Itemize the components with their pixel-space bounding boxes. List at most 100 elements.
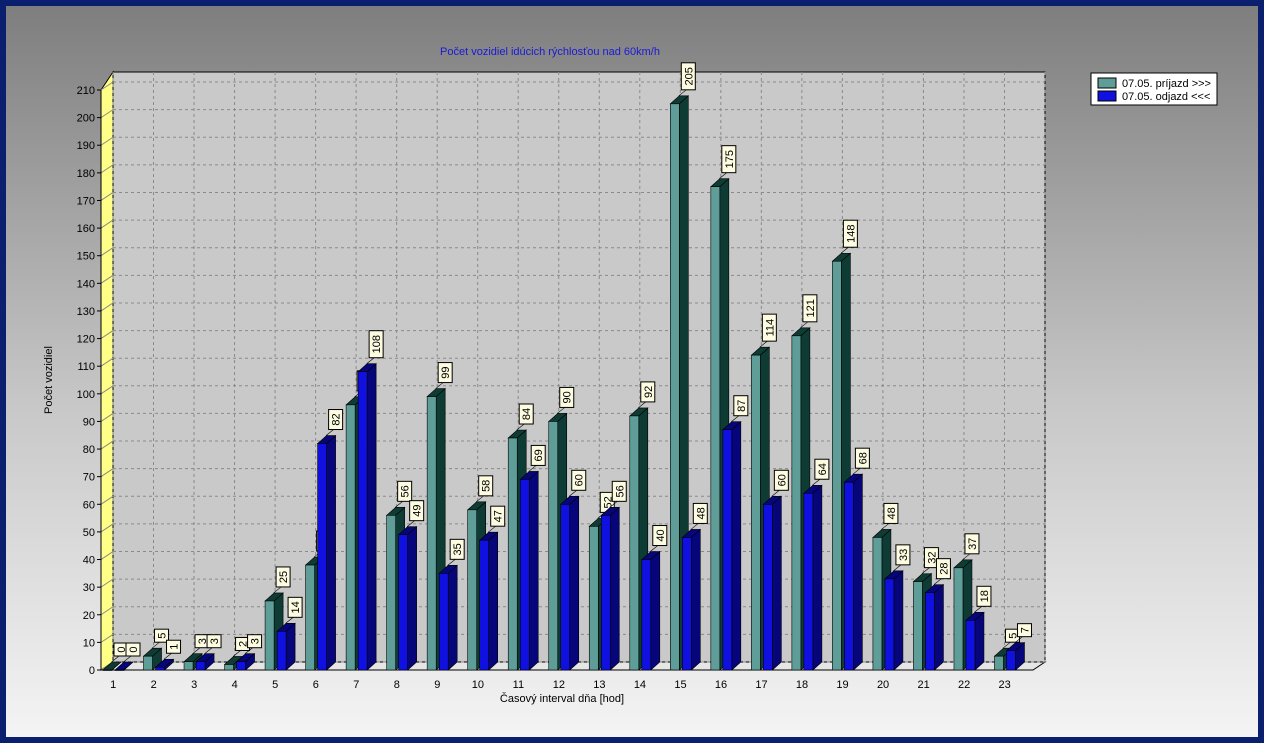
data-label-box [518, 403, 534, 425]
x-tick-label: 20 [877, 679, 889, 691]
x-tick-label: 21 [917, 679, 929, 691]
bar-side [366, 363, 377, 671]
data-label: 148 [845, 225, 857, 243]
data-label-leader [447, 559, 456, 566]
data-label: 87 [736, 400, 748, 412]
data-label: 114 [764, 319, 776, 337]
data-label-box [206, 634, 222, 649]
data-label-box [125, 642, 141, 657]
data-label-leader [771, 490, 780, 497]
bar-front [670, 103, 680, 671]
bar-odjazd-23: 7 [1005, 623, 1032, 671]
data-label-leader [609, 501, 618, 508]
y-tick-label: 190 [77, 140, 95, 152]
bar-front [507, 437, 518, 671]
y-axis-label: Počet vozidiel [43, 346, 55, 414]
y-tick-label: 160 [77, 223, 95, 235]
x-axis-label: Časový interval dňa [hod] [500, 692, 624, 705]
gridline-side [100, 551, 114, 560]
data-label-leader [151, 641, 160, 649]
data-label-box [611, 480, 627, 502]
data-label: 121 [805, 299, 817, 317]
data-label-leader [974, 606, 983, 613]
bar-front [317, 443, 327, 671]
data-label: 3 [197, 638, 209, 644]
gridline-side [100, 109, 114, 119]
bar-odjazd-9: 35 [438, 538, 465, 671]
data-label-box [287, 596, 303, 618]
gridline-side [100, 495, 114, 505]
data-label-box [478, 475, 494, 497]
bar-side [893, 570, 904, 671]
y-tick-label: 40 [83, 555, 95, 567]
bar-odjazd-11: 69 [519, 444, 546, 671]
bar-front [357, 371, 368, 671]
bar-front [345, 404, 356, 671]
data-label-leader [638, 401, 646, 409]
gridline-side [100, 330, 114, 339]
data-label-leader [123, 655, 132, 663]
data-label-leader [273, 586, 282, 594]
bar-side [528, 470, 539, 671]
y-tick-label: 100 [77, 389, 95, 401]
data-label-leader [759, 340, 768, 348]
x-tick-label: 16 [715, 679, 727, 691]
bar-front [629, 415, 640, 671]
data-label-leader [962, 553, 971, 561]
y-tick-label: 120 [77, 334, 95, 346]
bar-front [965, 619, 976, 671]
y-tick-label: 170 [77, 195, 95, 207]
bar-side [934, 583, 944, 671]
x-tick-label: 4 [232, 679, 238, 691]
data-label-box [854, 447, 870, 469]
y-tick-label: 200 [77, 113, 95, 125]
bar-side [650, 550, 661, 671]
bar-odjazd-17: 60 [762, 469, 789, 671]
bar-front [386, 515, 396, 671]
data-label-box [761, 313, 777, 342]
legend: 07.05. príjazd >>> 07.05. odjazd <<< [1090, 72, 1218, 106]
bar-side [488, 531, 498, 671]
bar-front [560, 503, 571, 671]
gridline-side [100, 81, 114, 91]
data-label-box [895, 544, 911, 566]
bar-front [224, 664, 234, 671]
bar-front [913, 581, 923, 671]
data-label-box [814, 458, 830, 480]
y-tick-label: 30 [83, 582, 95, 594]
data-label-leader [921, 567, 930, 574]
x-tick-label: 15 [674, 679, 686, 691]
legend-swatch-odjazd [1097, 90, 1117, 102]
gridline-side [100, 302, 114, 312]
data-label-leader [1014, 636, 1023, 643]
data-label-leader [476, 495, 484, 503]
bar-front [641, 559, 652, 671]
x-tick-label: 14 [634, 679, 646, 691]
x-tick-label: 7 [353, 679, 359, 691]
legend-swatch-prijazd [1097, 77, 1117, 89]
data-label-box [275, 566, 291, 588]
bar-odjazd-8: 49 [397, 500, 425, 671]
data-label-box [733, 395, 749, 417]
data-label: 56 [614, 485, 626, 497]
bar-front [155, 666, 165, 671]
bar-prijazd-22: 37 [953, 533, 980, 671]
bar-front [102, 669, 113, 671]
legend-label-odjazd: 07.05. odjazd <<< [1122, 91, 1210, 103]
bar-front [195, 661, 206, 671]
x-tick-label: 1 [110, 679, 116, 691]
data-label-leader [204, 647, 213, 654]
data-label: 35 [452, 543, 464, 555]
data-label-box [923, 547, 939, 569]
data-label-leader [893, 564, 902, 572]
bar-front [1006, 650, 1016, 671]
bar-odjazd-7: 108 [357, 330, 384, 671]
data-label-box [842, 219, 858, 248]
bar-front [682, 537, 692, 671]
gridline-side [100, 440, 114, 450]
bar-side [609, 506, 620, 671]
y-tick-label: 130 [77, 306, 95, 318]
gridline-side [100, 578, 114, 588]
bar-odjazd-1: 0 [114, 642, 141, 671]
